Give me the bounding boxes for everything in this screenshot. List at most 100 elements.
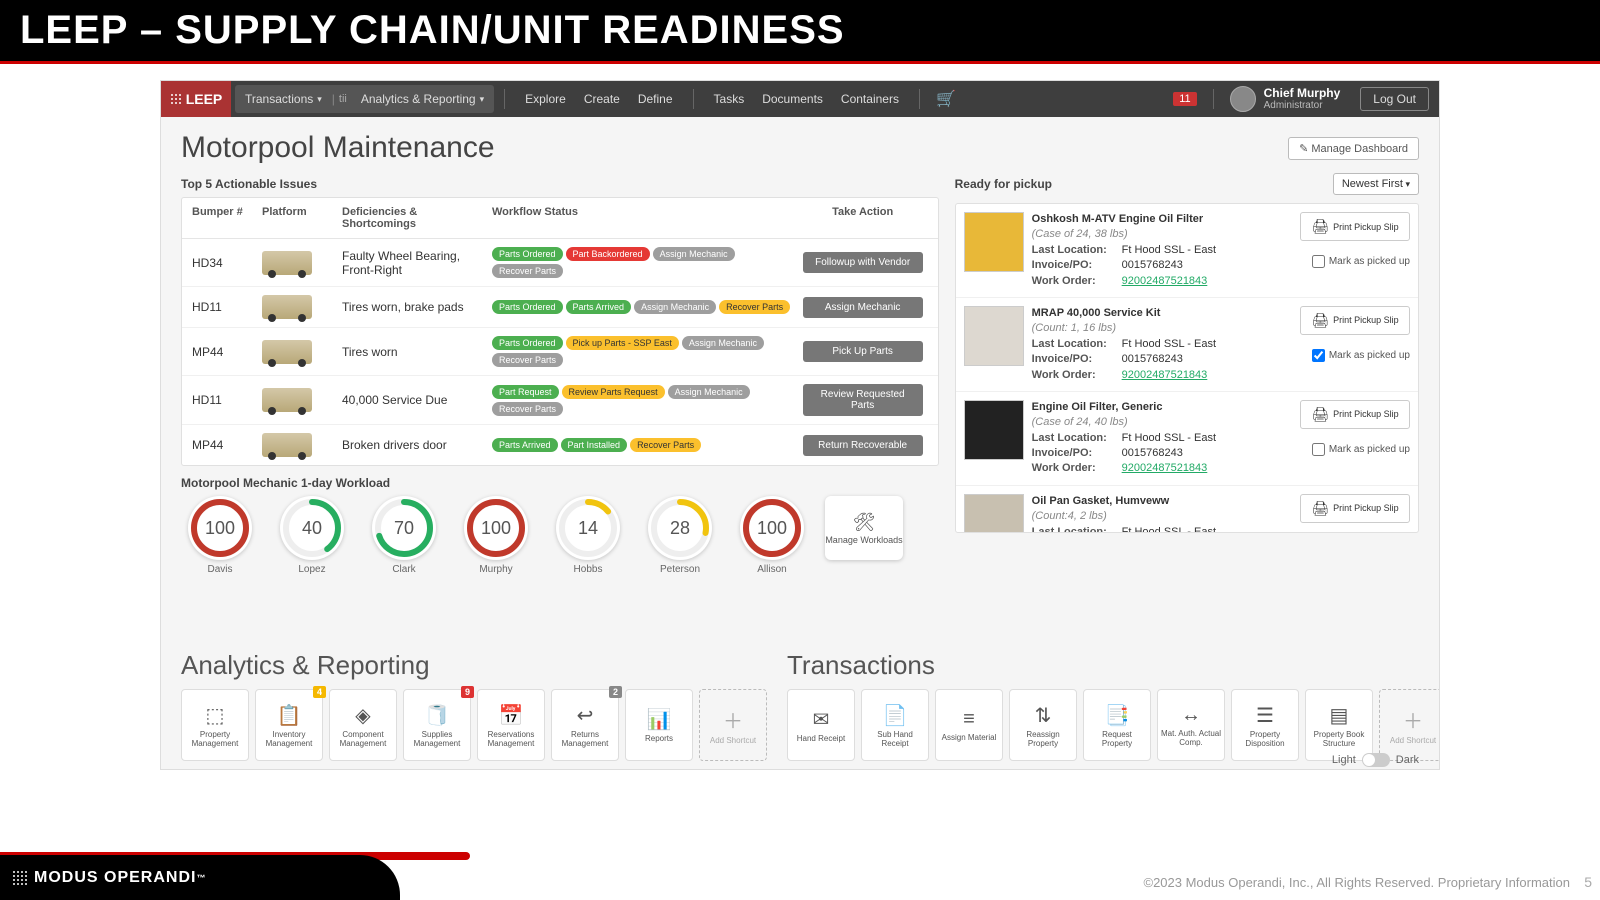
- nav-containers[interactable]: Containers: [841, 92, 899, 106]
- status-pill: Assign Mechanic: [634, 300, 716, 314]
- shortcut-tile[interactable]: 2↩Returns Management: [551, 689, 619, 761]
- issue-row: MP44 Broken drivers door Parts ArrivedPa…: [182, 425, 938, 465]
- nav-dropdowns: Transactions |tii Analytics & Reporting: [235, 85, 494, 113]
- bumper: HD34: [192, 256, 262, 270]
- nav-links-2: Tasks Documents Containers: [700, 92, 913, 106]
- manage-dashboard-button[interactable]: Manage Dashboard: [1288, 137, 1419, 160]
- status-pill: Assign Mechanic: [653, 247, 735, 261]
- rfp-thumb: [964, 400, 1024, 460]
- manage-workloads-button[interactable]: 🛠Manage Workloads: [825, 496, 903, 560]
- nav-analytics[interactable]: Analytics & Reporting: [351, 92, 494, 106]
- user-role: Administrator: [1264, 100, 1341, 111]
- issue-row: MP44 Tires worn Parts OrderedPick up Par…: [182, 328, 938, 376]
- add-shortcut-tile[interactable]: ＋Add Shortcut: [1379, 689, 1439, 761]
- print-pickup-button[interactable]: 🖨Print Pickup Slip: [1300, 400, 1410, 429]
- status-pill: Recover Parts: [492, 402, 563, 416]
- col-action: Take Action: [798, 206, 928, 230]
- bumper: HD11: [192, 393, 262, 407]
- status-pill: Pick up Parts - SSP East: [566, 336, 679, 350]
- avatar: [1230, 86, 1256, 112]
- status-pill: Review Parts Request: [562, 385, 665, 399]
- status-pill: Part Request: [492, 385, 559, 399]
- print-pickup-button[interactable]: 🖨Print Pickup Slip: [1300, 306, 1410, 335]
- app-window: LEEP Transactions |tii Analytics & Repor…: [160, 80, 1440, 770]
- page-title: Motorpool Maintenance: [181, 131, 495, 165]
- shortcut-tile[interactable]: 📅Reservations Management: [477, 689, 545, 761]
- shortcut-tile[interactable]: ✉Hand Receipt: [787, 689, 855, 761]
- shortcut-tile[interactable]: ≡Assign Material: [935, 689, 1003, 761]
- print-pickup-button[interactable]: 🖨Print Pickup Slip: [1300, 212, 1410, 241]
- footer-copyright: ©2023 Modus Operandi, Inc., All Rights R…: [1143, 875, 1570, 890]
- shortcut-tile[interactable]: ⇅Reassign Property: [1009, 689, 1077, 761]
- slide-rule: [0, 61, 1600, 64]
- shortcut-tile[interactable]: ◈Component Management: [329, 689, 397, 761]
- col-def: Deficiencies & Shortcomings: [342, 206, 492, 230]
- status-pill: Parts Ordered: [492, 300, 563, 314]
- gauge[interactable]: 14Hobbs: [549, 496, 627, 575]
- status-pill: Part Backordered: [566, 247, 650, 261]
- shortcut-tile[interactable]: ▤Property Book Structure: [1305, 689, 1373, 761]
- rfp-thumb: [964, 212, 1024, 272]
- nav-define[interactable]: Define: [638, 92, 673, 106]
- notification-badge[interactable]: 11: [1173, 92, 1196, 106]
- action-button[interactable]: Return Recoverable: [803, 435, 923, 456]
- action-button[interactable]: Followup with Vendor: [803, 252, 923, 273]
- action-button[interactable]: Assign Mechanic: [803, 297, 923, 318]
- user-name: Chief Murphy: [1264, 87, 1341, 100]
- mark-picked-checkbox[interactable]: Mark as picked up: [1312, 443, 1410, 456]
- status-pill: Part Installed: [561, 438, 628, 452]
- cart-icon[interactable]: 🛒: [926, 89, 966, 109]
- rfp-sort-dropdown[interactable]: Newest First: [1333, 173, 1419, 195]
- shortcut-tile[interactable]: ⬚Property Management: [181, 689, 249, 761]
- theme-toggle[interactable]: LightDark: [1332, 753, 1419, 767]
- bumper: HD11: [192, 300, 262, 314]
- work-order-link[interactable]: 92002487521843: [1122, 274, 1208, 289]
- shortcut-tile[interactable]: 9🧻Supplies Management: [403, 689, 471, 761]
- shortcut-tile[interactable]: 📊Reports: [625, 689, 693, 761]
- gauge[interactable]: 100Davis: [181, 496, 259, 575]
- status-pill: Parts Arrived: [492, 438, 558, 452]
- shortcut-tile[interactable]: 4📋Inventory Management: [255, 689, 323, 761]
- work-order-link[interactable]: 92002487521843: [1122, 368, 1208, 383]
- nav-tasks[interactable]: Tasks: [714, 92, 745, 106]
- user-box[interactable]: Chief Murphy Administrator: [1220, 86, 1351, 112]
- status-pill: Recover Parts: [630, 438, 701, 452]
- slide-footer: MODUS OPERANDI™ ©2023 Modus Operandi, In…: [0, 850, 1600, 900]
- vehicle-icon: [262, 433, 312, 457]
- gauge[interactable]: 100Murphy: [457, 496, 535, 575]
- mark-picked-checkbox[interactable]: Mark as picked up: [1312, 349, 1410, 362]
- shortcut-tile[interactable]: 📑Request Property: [1083, 689, 1151, 761]
- logout-button[interactable]: Log Out: [1360, 87, 1429, 111]
- col-workflow: Workflow Status: [492, 206, 798, 230]
- print-pickup-button[interactable]: 🖨Print Pickup Slip: [1300, 494, 1410, 523]
- nav-create[interactable]: Create: [584, 92, 620, 106]
- status-pill: Recover Parts: [492, 264, 563, 278]
- rfp-list: Oshkosh M-ATV Engine Oil Filter (Case of…: [955, 203, 1419, 533]
- nav-documents[interactable]: Documents: [762, 92, 823, 106]
- work-order-link[interactable]: 92002487521843: [1122, 461, 1208, 476]
- page-body: Motorpool Maintenance Manage Dashboard T…: [161, 117, 1439, 769]
- bumper: MP44: [192, 438, 262, 452]
- gauge[interactable]: 40Lopez: [273, 496, 351, 575]
- nav-transactions[interactable]: Transactions: [235, 92, 332, 106]
- rfp-thumb: [964, 494, 1024, 533]
- mark-picked-checkbox[interactable]: Mark as picked up: [1312, 255, 1410, 268]
- gauge[interactable]: 100Allison: [733, 496, 811, 575]
- top-nav: LEEP Transactions |tii Analytics & Repor…: [161, 81, 1439, 117]
- brand-logo[interactable]: LEEP: [161, 81, 231, 117]
- col-platform: Platform: [262, 206, 342, 230]
- add-shortcut-tile[interactable]: ＋Add Shortcut: [699, 689, 767, 761]
- action-button[interactable]: Review Requested Parts: [803, 384, 923, 416]
- rfp-thumb: [964, 306, 1024, 366]
- rfp-title: Oshkosh M-ATV Engine Oil Filter: [1032, 212, 1277, 227]
- status-pill: Assign Mechanic: [682, 336, 764, 350]
- shortcut-tile[interactable]: ↔Mat. Auth. Actual Comp.: [1157, 689, 1225, 761]
- shortcut-tile[interactable]: 📄Sub Hand Receipt: [861, 689, 929, 761]
- gauge[interactable]: 70Clark: [365, 496, 443, 575]
- issue-row: HD34 Faulty Wheel Bearing, Front-Right P…: [182, 239, 938, 287]
- shortcut-tile[interactable]: ☰Property Disposition: [1231, 689, 1299, 761]
- nav-explore[interactable]: Explore: [525, 92, 566, 106]
- action-button[interactable]: Pick Up Parts: [803, 341, 923, 362]
- gauge[interactable]: 28Peterson: [641, 496, 719, 575]
- rfp-item: Engine Oil Filter, Generic (Case of 24, …: [956, 392, 1418, 486]
